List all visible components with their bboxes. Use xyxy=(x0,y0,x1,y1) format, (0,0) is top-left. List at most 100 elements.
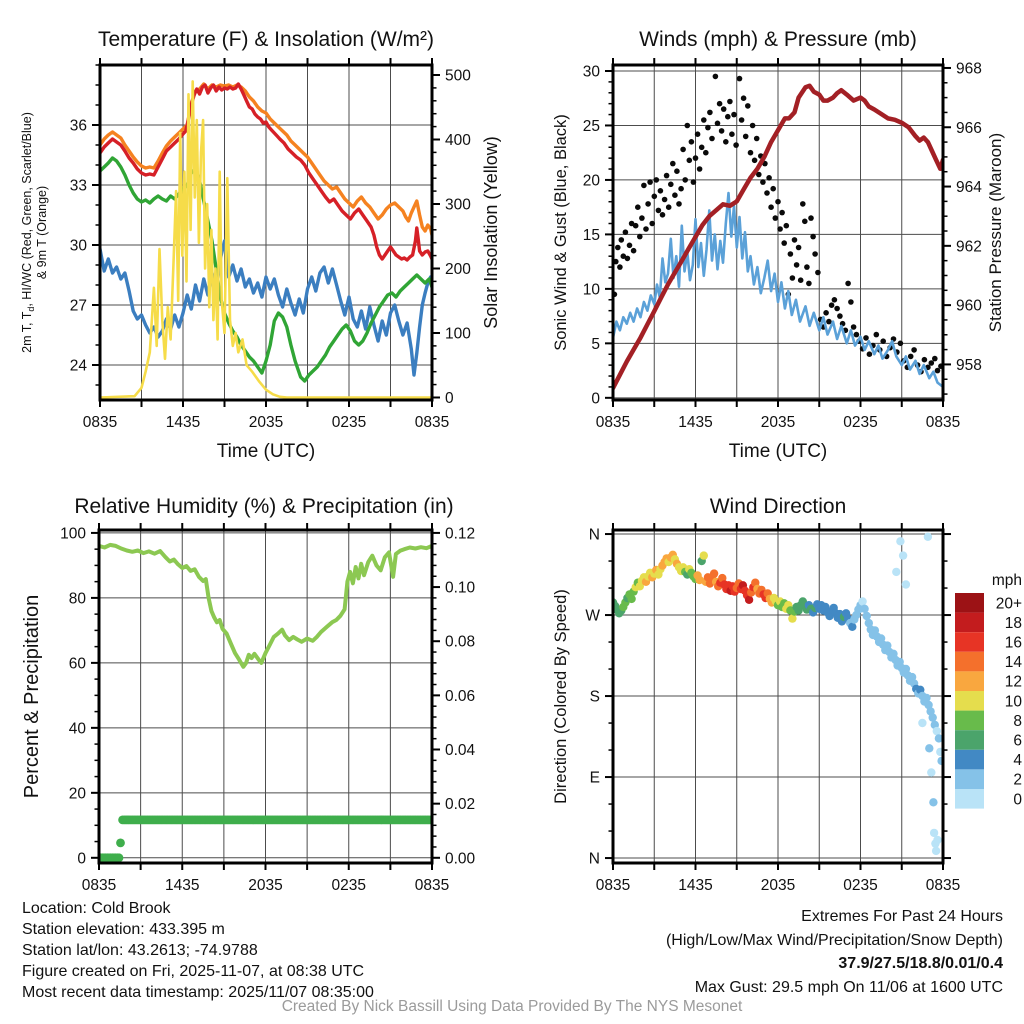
y-tick-label: 500 xyxy=(445,67,471,84)
x-tick-label: 1435 xyxy=(166,414,200,431)
axis-right-rh_precip: 0.00 0.02 0.04 0.06 0.08 0.10 0.12 xyxy=(432,525,476,867)
station-elevation: Station elevation: 433.395 m xyxy=(22,921,225,938)
colorbar-label: 4 xyxy=(1013,752,1022,769)
x-tick-label: 0235 xyxy=(843,877,877,894)
y-axis-title-right: Solar Insolation (Yellow) xyxy=(481,136,501,328)
colorbar-label: 14 xyxy=(1005,654,1023,671)
colorbar-label: 6 xyxy=(1013,733,1022,750)
series-sonic-wind xyxy=(612,191,944,389)
y-tick-label: N xyxy=(589,527,600,544)
series-temp-9m xyxy=(99,82,433,237)
y-tick-label: 33 xyxy=(70,178,87,195)
x-tick-label: 2035 xyxy=(761,414,795,431)
series-temp-2m xyxy=(99,82,433,262)
x-tick-label: 0235 xyxy=(332,414,366,431)
series-dewpoint-2m xyxy=(99,156,433,383)
colorbar-swatch xyxy=(955,612,984,633)
colorbar-label: 10 xyxy=(1005,693,1023,710)
y-tick-label: 0.10 xyxy=(445,580,476,597)
y-tick-label: 300 xyxy=(445,196,471,213)
x-tick-label: 0835 xyxy=(83,414,117,431)
y-tick-label: 30 xyxy=(70,238,88,255)
series-precipitation xyxy=(98,815,433,863)
x-axis-title: Time (UTC) xyxy=(729,441,828,462)
y-tick-label: 100 xyxy=(445,325,471,342)
colorbar-label: 20+ xyxy=(996,595,1022,612)
y-axis-title-left: Percent & Precipitation xyxy=(21,595,43,798)
y-tick-label: 40 xyxy=(69,720,87,737)
chart-wind_direction: 0835 1435 2035 0235 0835 N W S E N Direction (Colo… xyxy=(552,523,960,894)
x-tick-label: 2035 xyxy=(248,877,282,894)
colorbar-label: 12 xyxy=(1005,674,1022,691)
y-tick-label: 0 xyxy=(77,850,86,867)
x-tick-label: 2035 xyxy=(249,414,283,431)
y-tick-label: 200 xyxy=(445,261,471,278)
y-axis-title-left: 2m T, Td, HI/WC (Red, Green, Scarlet/Blu… xyxy=(20,112,36,353)
y-tick-label: 0.06 xyxy=(445,688,475,705)
colorbar-swatch xyxy=(955,671,984,691)
y-tick-label: 0.08 xyxy=(445,634,475,651)
colorbar-wind-speed: mph 20+ 18 16 14 12 10 8 6 4 2 0 xyxy=(955,572,1022,809)
colorbar-label: 18 xyxy=(1005,615,1022,632)
y-tick-label: 0.00 xyxy=(445,850,476,867)
x-tick-label: 2035 xyxy=(761,877,795,894)
x-tick-label: 1435 xyxy=(165,877,199,894)
y-tick-label: W xyxy=(585,608,600,625)
y-tick-label: 960 xyxy=(956,298,982,315)
y-tick-label: 20 xyxy=(69,785,87,802)
colorbar-label: 0 xyxy=(1013,791,1022,808)
series-relative-humidity xyxy=(98,542,433,669)
y-tick-label: 24 xyxy=(70,358,88,375)
axis-left-temp_insolation: 24 27 30 33 36 2m T, Td, HI/WC (Red, Green, S… xyxy=(20,64,100,386)
credit-line: Created By Nick Bassill Using Data Provi… xyxy=(281,998,743,1015)
y-tick-label: S xyxy=(590,689,600,706)
colorbar-label: 16 xyxy=(1005,635,1022,652)
x-axis-title: Time (UTC) xyxy=(217,441,316,462)
extremes-subtitle: (High/Low/Max Wind/Precipitation/Snow De… xyxy=(665,931,1003,949)
y-tick-label: 0.04 xyxy=(445,742,476,759)
y-tick-label: N xyxy=(589,851,600,868)
series-direction-by-speed xyxy=(612,532,944,856)
y-tick-label: 968 xyxy=(956,60,982,77)
y-tick-label: 20 xyxy=(583,172,601,189)
colorbar-swatch xyxy=(955,691,984,711)
y-tick-label: 962 xyxy=(956,238,982,255)
y-axis-title-right: Station Pressure (Maroon) xyxy=(986,133,1005,332)
colorbar-swatch xyxy=(955,749,984,770)
series-wind-gust xyxy=(612,73,944,375)
y-tick-label: 0.02 xyxy=(445,796,475,813)
station-latlon: Station lat/lon: 43.2613; -74.9788 xyxy=(22,942,258,959)
y-tick-label: 27 xyxy=(70,298,87,315)
colorbar-swatch xyxy=(955,632,984,652)
x-tick-label: 0835 xyxy=(596,877,630,894)
y-axis-title-left: Sonic Wind & Gust (Blue, Black) xyxy=(552,114,570,351)
y-tick-label: 30 xyxy=(583,63,601,80)
title-temp-insolation: Temperature (F) & Insolation (W/m²) xyxy=(97,28,435,51)
y-axis-title-left: Direction (Colored By Speed) xyxy=(552,589,570,804)
title-wind-direction: Wind Direction xyxy=(709,495,847,518)
y-tick-label: 0 xyxy=(445,390,454,407)
y-tick-label: 25 xyxy=(583,118,600,135)
colorbar-label: 8 xyxy=(1013,713,1022,730)
axis-left-wind_direction: N W S E N Direction (Colored By Speed) xyxy=(552,527,951,868)
axis-right-temp_insolation: 0 100 200 300 400 500 Solar Insolation (Yellow… xyxy=(432,67,501,407)
series-solar-insolation xyxy=(99,80,433,399)
y-tick-label: 60 xyxy=(69,655,87,672)
axis-x-rh_precip: 0835 1435 2035 0235 0835 xyxy=(82,523,449,894)
y-tick-label: 400 xyxy=(445,132,471,149)
y-tick-label: 964 xyxy=(956,179,982,196)
figure-created: Figure created on Fri, 2025-11-07, at 08… xyxy=(22,963,365,980)
max-gust: Max Gust: 29.5 mph On 11/06 at 1600 UTC xyxy=(694,979,1003,997)
x-tick-label: 0235 xyxy=(332,877,366,894)
chart-rh_precip: 0835 1435 2035 0235 0835 0 20 40 60 80 100 Percent … xyxy=(21,523,476,894)
axis-x-winds_pressure: 0835 1435 2035 0235 0835 Time (UTC) xyxy=(596,58,960,462)
colorbar-swatch xyxy=(955,651,984,672)
axis-x-wind_direction: 0835 1435 2035 0235 0835 xyxy=(596,523,960,894)
x-tick-label: 0835 xyxy=(596,414,630,431)
y-tick-label: 0 xyxy=(591,390,600,407)
x-tick-label: 1435 xyxy=(678,414,712,431)
y-tick-label: 5 xyxy=(591,336,600,353)
colorbar-swatch xyxy=(955,769,984,789)
y-tick-label: 80 xyxy=(69,590,87,607)
